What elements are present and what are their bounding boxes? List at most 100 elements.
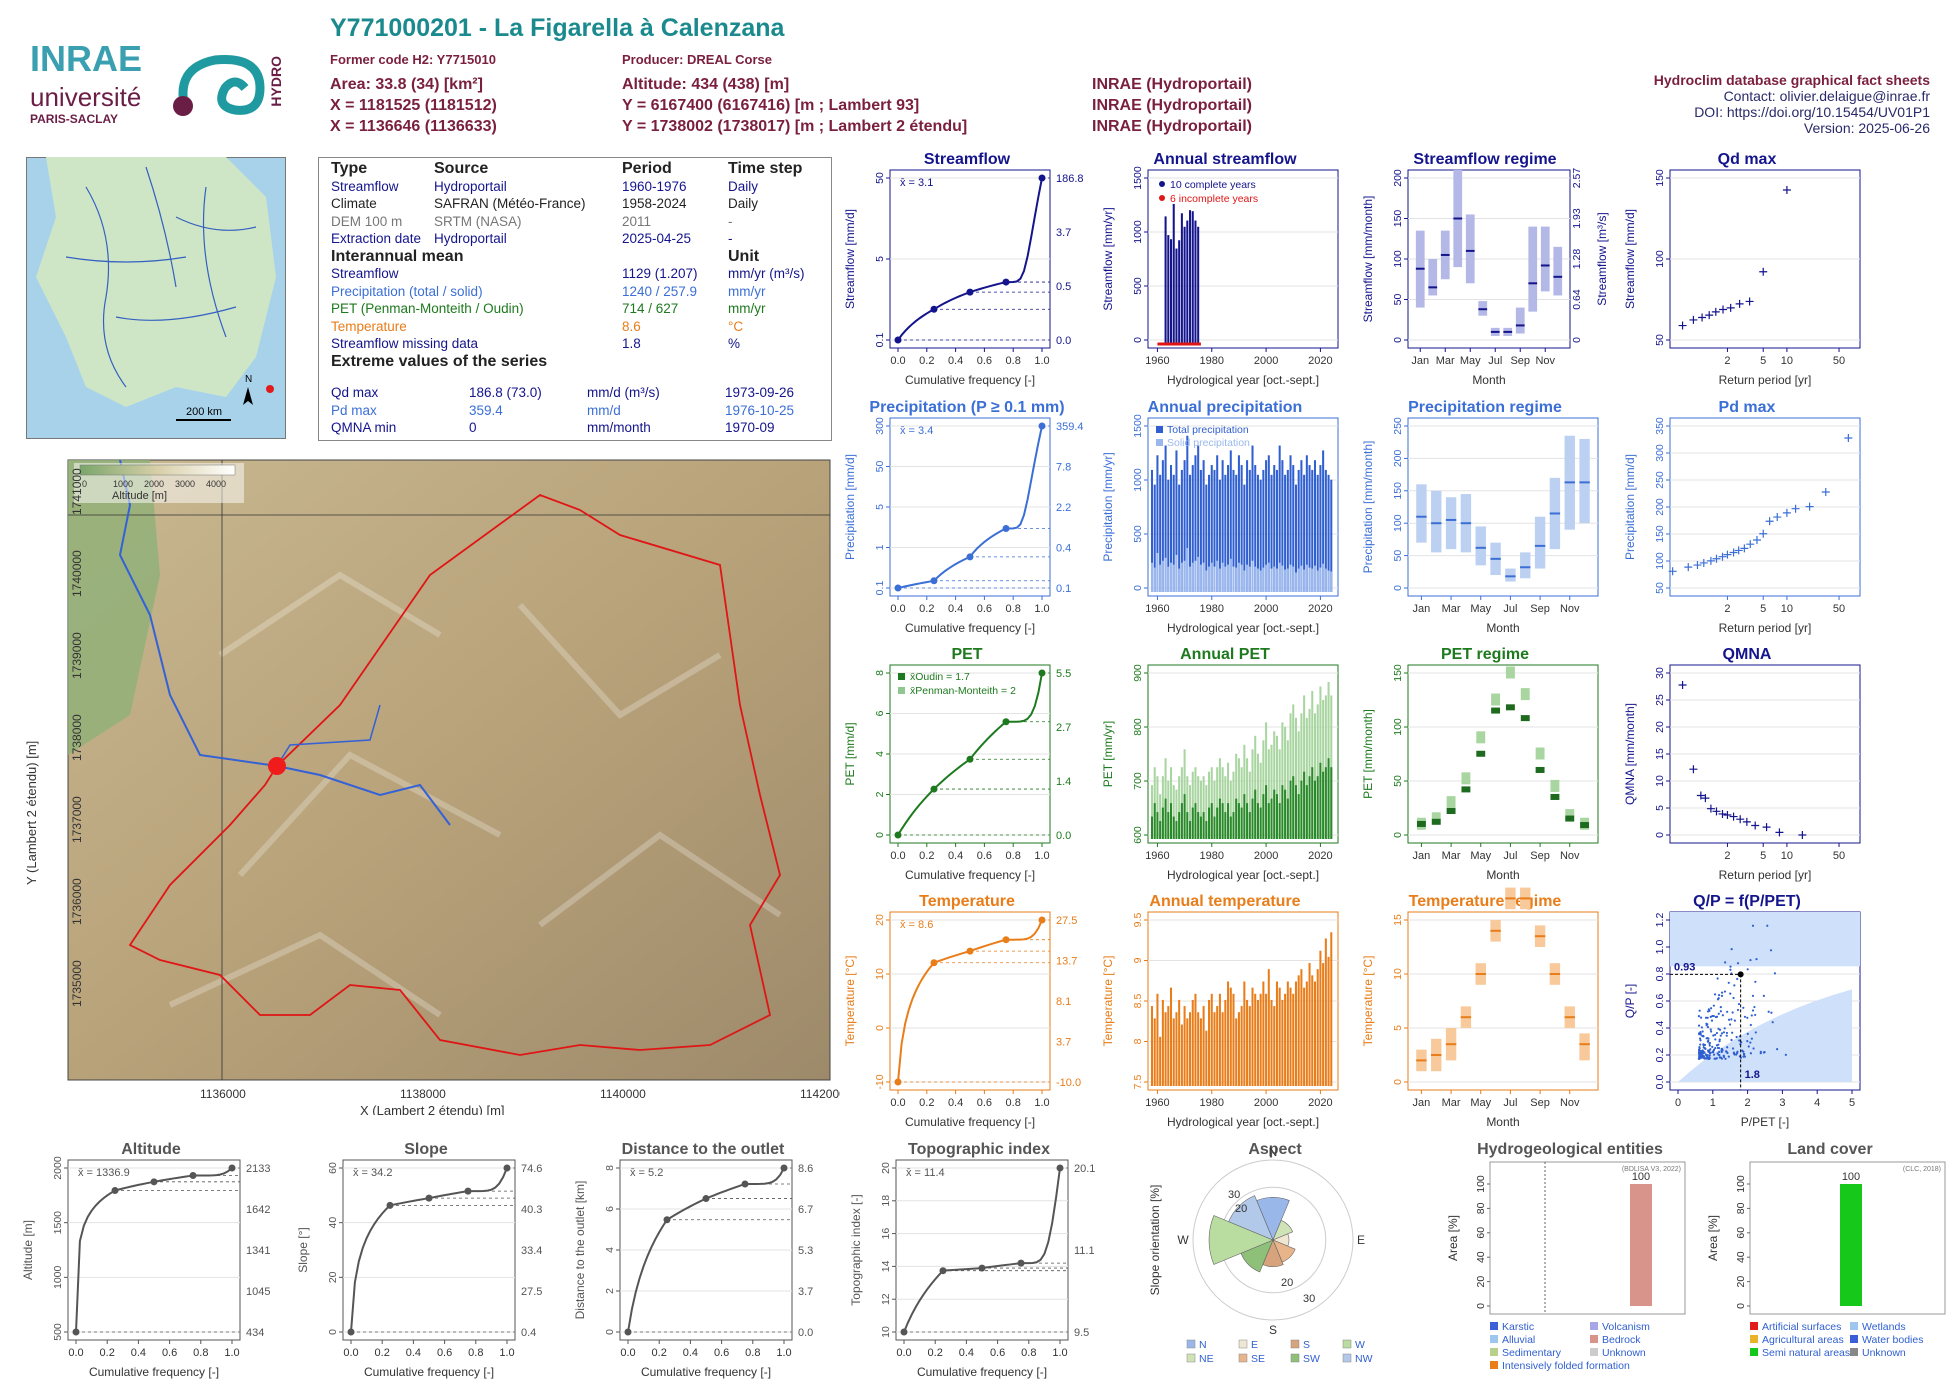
- pet-penman-box: [1461, 772, 1471, 785]
- qp-point: [1719, 1010, 1722, 1013]
- total-precip-bar: [1150, 469, 1154, 592]
- total-precip-bar: [1235, 474, 1238, 592]
- annual-temperature-bar: [1150, 1006, 1154, 1086]
- total-precip-bar: [1178, 484, 1181, 592]
- streamflow-quantile-point: [894, 336, 902, 344]
- qd_max-point: [1782, 186, 1791, 194]
- hydrogeology-y-label: Area [%]: [1446, 1215, 1460, 1261]
- solid-precip-bar: [1240, 564, 1243, 592]
- qmna-point: [1736, 815, 1745, 824]
- y-tick-label: 8: [874, 670, 886, 676]
- annual-temperature-bar: [1199, 1018, 1202, 1086]
- annual_streamflow-y-label: Streamflow [mm/yr]: [1101, 207, 1115, 310]
- total-precip-bar: [1237, 455, 1240, 592]
- annual-temperature-bar: [1156, 993, 1159, 1086]
- mean-value: 8.6: [622, 318, 641, 334]
- row-type: Streamflow: [331, 178, 399, 194]
- pd_max-point: [1740, 544, 1749, 553]
- penman-pet-bar: [1305, 717, 1308, 839]
- annual-temperature-bar: [1324, 938, 1327, 1086]
- penman-pet-bar: [1159, 794, 1162, 839]
- contact[interactable]: Contact: olivier.delaigue@inrae.fr: [1723, 88, 1930, 104]
- legend-label: x̄Oudin = 1.7: [910, 671, 970, 683]
- solid-precip-bar: [1251, 560, 1254, 592]
- streamflow-mean-label: x̄ = 3.1: [900, 177, 933, 189]
- qmna-point: [1723, 811, 1732, 819]
- x-tick-label: 1: [1710, 1097, 1716, 1109]
- y-tick-label: 100: [1392, 250, 1404, 268]
- qp-point: [1754, 1013, 1757, 1017]
- y-tick-label: -10: [874, 1074, 886, 1089]
- france-inset-map: 200 km N: [26, 157, 286, 439]
- aspect-direction: N: [1269, 1145, 1278, 1159]
- altitude-right-tick: 2133: [246, 1163, 270, 1175]
- oudin-pet-bar: [1308, 776, 1311, 839]
- map-x-tick: 1142000: [800, 1087, 840, 1101]
- y-tick-label: 150: [1392, 482, 1404, 500]
- doi[interactable]: DOI: https://doi.org/10.15454/UV01P1: [1694, 104, 1930, 120]
- annual_precipitation-x-label: Hydrological year [oct.-sept.]: [1167, 621, 1319, 635]
- pet-x-label: Cumulative frequency [-]: [905, 868, 1035, 882]
- temperature_regime-chart: Temperature regime Month Temperature [°C] 1…: [1361, 887, 1599, 1129]
- solid-precip-bar: [1256, 568, 1259, 592]
- legend-swatch: [1850, 1348, 1858, 1356]
- y-tick-label: 7.5: [1132, 1075, 1144, 1090]
- pet_regime-chart: PET regime Month PET [mm/month] 150 100 50 0 Ja…: [1361, 646, 1599, 882]
- precipitation-title: Precipitation (P ≥ 0.1 mm): [869, 399, 1064, 416]
- legend-label: Volcanism: [1602, 1321, 1650, 1333]
- x-tick-label: 0.6: [977, 603, 992, 615]
- oudin-pet-bar: [1156, 812, 1159, 839]
- total-precip-bar: [1240, 465, 1243, 592]
- penman-pet-bar: [1210, 767, 1213, 839]
- distance-quantile-point: [741, 1180, 749, 1188]
- temperature-title: Temperature: [919, 893, 1015, 910]
- legend-label: Wetlands: [1862, 1321, 1906, 1333]
- qp-point: [1749, 958, 1752, 962]
- x-tick-label: Jan: [1413, 1097, 1431, 1109]
- qp-point: [1742, 1052, 1746, 1055]
- annual_precipitation-title: Annual precipitation: [1148, 399, 1303, 416]
- total-precip-bar: [1156, 455, 1159, 592]
- x-tick-label: 2000: [1254, 355, 1278, 367]
- altitude-right-tick: 1642: [246, 1204, 270, 1216]
- x-tick-label: 0.2: [919, 603, 934, 615]
- distance-mean-label: x̄ = 5.2: [630, 1167, 663, 1179]
- y2-tick-label: 1.93: [1571, 208, 1583, 229]
- legend-label: Artificial surfaces: [1762, 1321, 1841, 1333]
- pd_max-point: [1706, 556, 1715, 565]
- precipitation-x-label: Cumulative frequency [-]: [905, 621, 1035, 635]
- annual-temperature-bar: [1186, 1018, 1189, 1086]
- oudin-pet-bar: [1259, 807, 1262, 839]
- y-tick-label: 100: [1654, 552, 1666, 570]
- total-precip-bar: [1229, 450, 1232, 592]
- x-tick-label: 5: [1760, 603, 1766, 615]
- x-tick-label: 0.4: [959, 1347, 974, 1359]
- oudin-pet-bar: [1246, 803, 1249, 839]
- y-tick-label: 200: [1654, 498, 1666, 516]
- qp-point: [1703, 1057, 1706, 1060]
- land_cover-bar-label: 100: [1842, 1171, 1860, 1183]
- pet-penman-box: [1491, 693, 1501, 706]
- x-tick-label: 10: [1781, 355, 1793, 367]
- pet-quantile-point: [1002, 718, 1010, 726]
- pd_max-point: [1821, 488, 1830, 497]
- annual-temperature-bar: [1218, 993, 1221, 1086]
- solid-precip-bar: [1197, 556, 1200, 592]
- qp-point: [1714, 1038, 1717, 1041]
- y-tick-label: 12: [880, 1293, 892, 1305]
- solid-precip-bar: [1324, 568, 1327, 592]
- legend-label: Unknown: [1862, 1347, 1906, 1359]
- y-tick-label: 1500: [1132, 166, 1144, 190]
- y-tick-label: 250: [1392, 417, 1404, 435]
- solid-precip-bar: [1267, 562, 1270, 592]
- annual-temperature-bar: [1178, 999, 1181, 1086]
- y-tick-label: 25: [1654, 694, 1666, 706]
- annual-temperature-bar: [1189, 1012, 1192, 1086]
- annual-streamflow-bar: [1180, 213, 1183, 344]
- penman-pet-bar: [1273, 731, 1276, 839]
- oudin-pet-bar: [1218, 798, 1221, 839]
- solid-precip-bar: [1208, 566, 1211, 592]
- penman-pet-bar: [1189, 785, 1192, 839]
- qp-y-label: 0.93: [1674, 961, 1695, 973]
- y2-tick-label: 0: [1571, 337, 1583, 343]
